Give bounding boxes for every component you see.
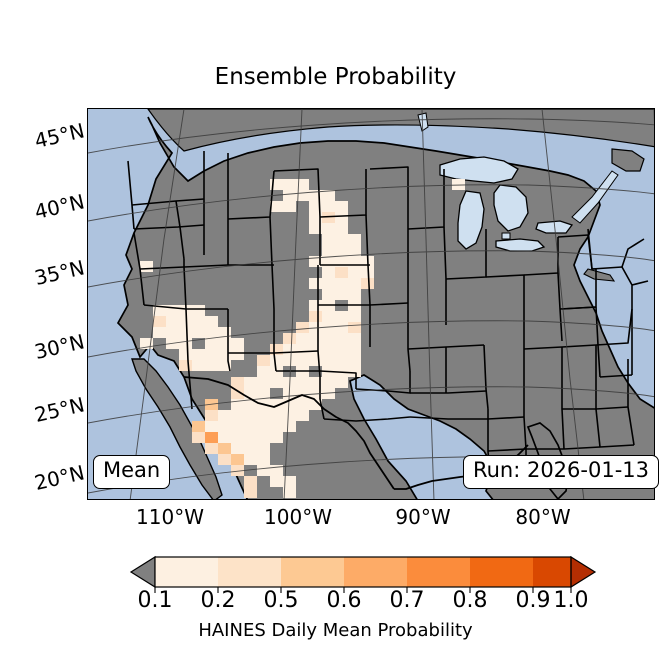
colorbar-axis-label: HAINES Daily Mean Probability xyxy=(198,620,473,641)
colorbar-tick-labels: 0.1 0.2 0.5 0.6 0.7 0.8 0.9 1.0 xyxy=(0,588,671,614)
colorbar-seg-7 xyxy=(533,557,571,587)
lon-tick-80w: 80°W xyxy=(515,505,571,529)
lake-michigan xyxy=(457,190,485,250)
colorbar-seg-1 xyxy=(155,557,218,587)
colorbar-seg-3 xyxy=(281,557,344,587)
colorbar-ticks xyxy=(154,587,572,593)
colorbar-tick-4: 0.7 xyxy=(389,588,425,613)
colorbar-canvas xyxy=(129,555,597,593)
lat-tick-20n: 20°N xyxy=(32,460,87,496)
lake-erie xyxy=(495,238,546,252)
colorbar-over-arrow xyxy=(570,555,597,589)
lake-superior xyxy=(439,156,519,184)
colorbar-tick-3: 0.6 xyxy=(326,588,362,613)
mean-annotation-text: Mean xyxy=(103,458,161,482)
colorbar-under-arrow xyxy=(129,555,156,589)
land-long-island xyxy=(583,268,616,282)
land-maritimes xyxy=(611,148,645,172)
colorbar-tick-5: 0.8 xyxy=(452,588,488,613)
run-annotation-text: Run: 2026-01-13 xyxy=(472,458,649,482)
colorbar-outline xyxy=(154,556,572,588)
mean-annotation-box: Mean xyxy=(93,455,171,489)
lon-tick-90w: 90°W xyxy=(395,505,451,529)
map-canvas xyxy=(88,109,654,499)
colorbar[interactable] xyxy=(129,555,597,593)
lake-ontario xyxy=(535,220,574,234)
lake-st-clair xyxy=(501,232,511,240)
colorbar-tick-2: 0.5 xyxy=(263,588,299,613)
data-cells-020 xyxy=(153,212,374,498)
lon-tick-100w: 100°W xyxy=(264,505,332,529)
colorbar-tick-1: 0.2 xyxy=(200,588,236,613)
map-panel[interactable] xyxy=(87,108,655,500)
colorbar-seg-2 xyxy=(218,557,281,587)
lake-winnipeg-sliver xyxy=(417,112,429,132)
lat-tick-30n: 30°N xyxy=(32,329,87,365)
lake-huron xyxy=(493,184,529,232)
land-baja xyxy=(131,358,223,499)
title-line-1: Ensemble Probability xyxy=(214,64,457,90)
lat-tick-25n: 25°N xyxy=(32,392,87,428)
lon-tick-110w: 110°W xyxy=(136,505,204,529)
colorbar-tick-0: 0.1 xyxy=(137,588,173,613)
land-canada xyxy=(147,109,654,152)
data-cells-060 xyxy=(205,432,218,443)
colorbar-tick-6: 0.9 xyxy=(515,588,551,613)
colorbar-seg-4 xyxy=(344,557,407,587)
colorbar-seg-6 xyxy=(470,557,533,587)
run-annotation-box: Run: 2026-01-13 xyxy=(462,455,659,489)
st-lawrence-river xyxy=(571,170,619,224)
colorbar-tick-7: 1.0 xyxy=(553,588,589,613)
colorbar-seg-5 xyxy=(407,557,470,587)
